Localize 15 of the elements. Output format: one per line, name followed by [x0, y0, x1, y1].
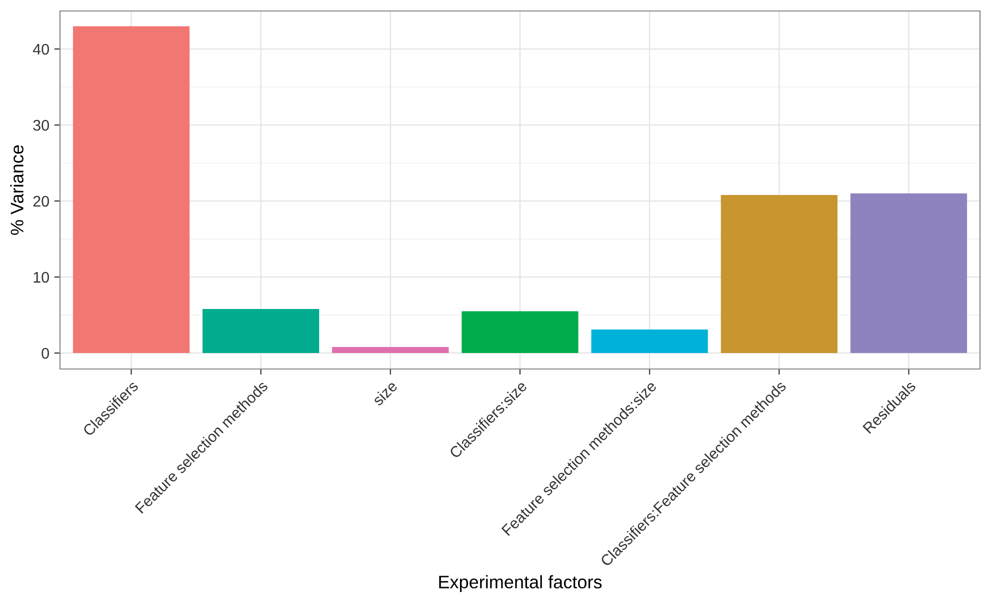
bar — [332, 346, 449, 354]
y-tick-label: 20 — [33, 196, 49, 207]
y-tick-label: 40 — [32, 44, 49, 55]
y-tick-label: 0 — [42, 348, 49, 359]
bar — [462, 311, 578, 354]
y-tick-label: 30 — [33, 120, 49, 131]
bar — [591, 329, 708, 354]
bar — [720, 194, 838, 354]
x-tick-label: size — [372, 380, 398, 406]
bar — [202, 308, 320, 354]
bar — [72, 26, 190, 354]
y-tick-label: 10 — [34, 272, 49, 283]
y-axis-title: % Variance — [10, 145, 24, 235]
bar — [850, 193, 968, 354]
x-axis-title: Experimental factors — [439, 575, 602, 592]
